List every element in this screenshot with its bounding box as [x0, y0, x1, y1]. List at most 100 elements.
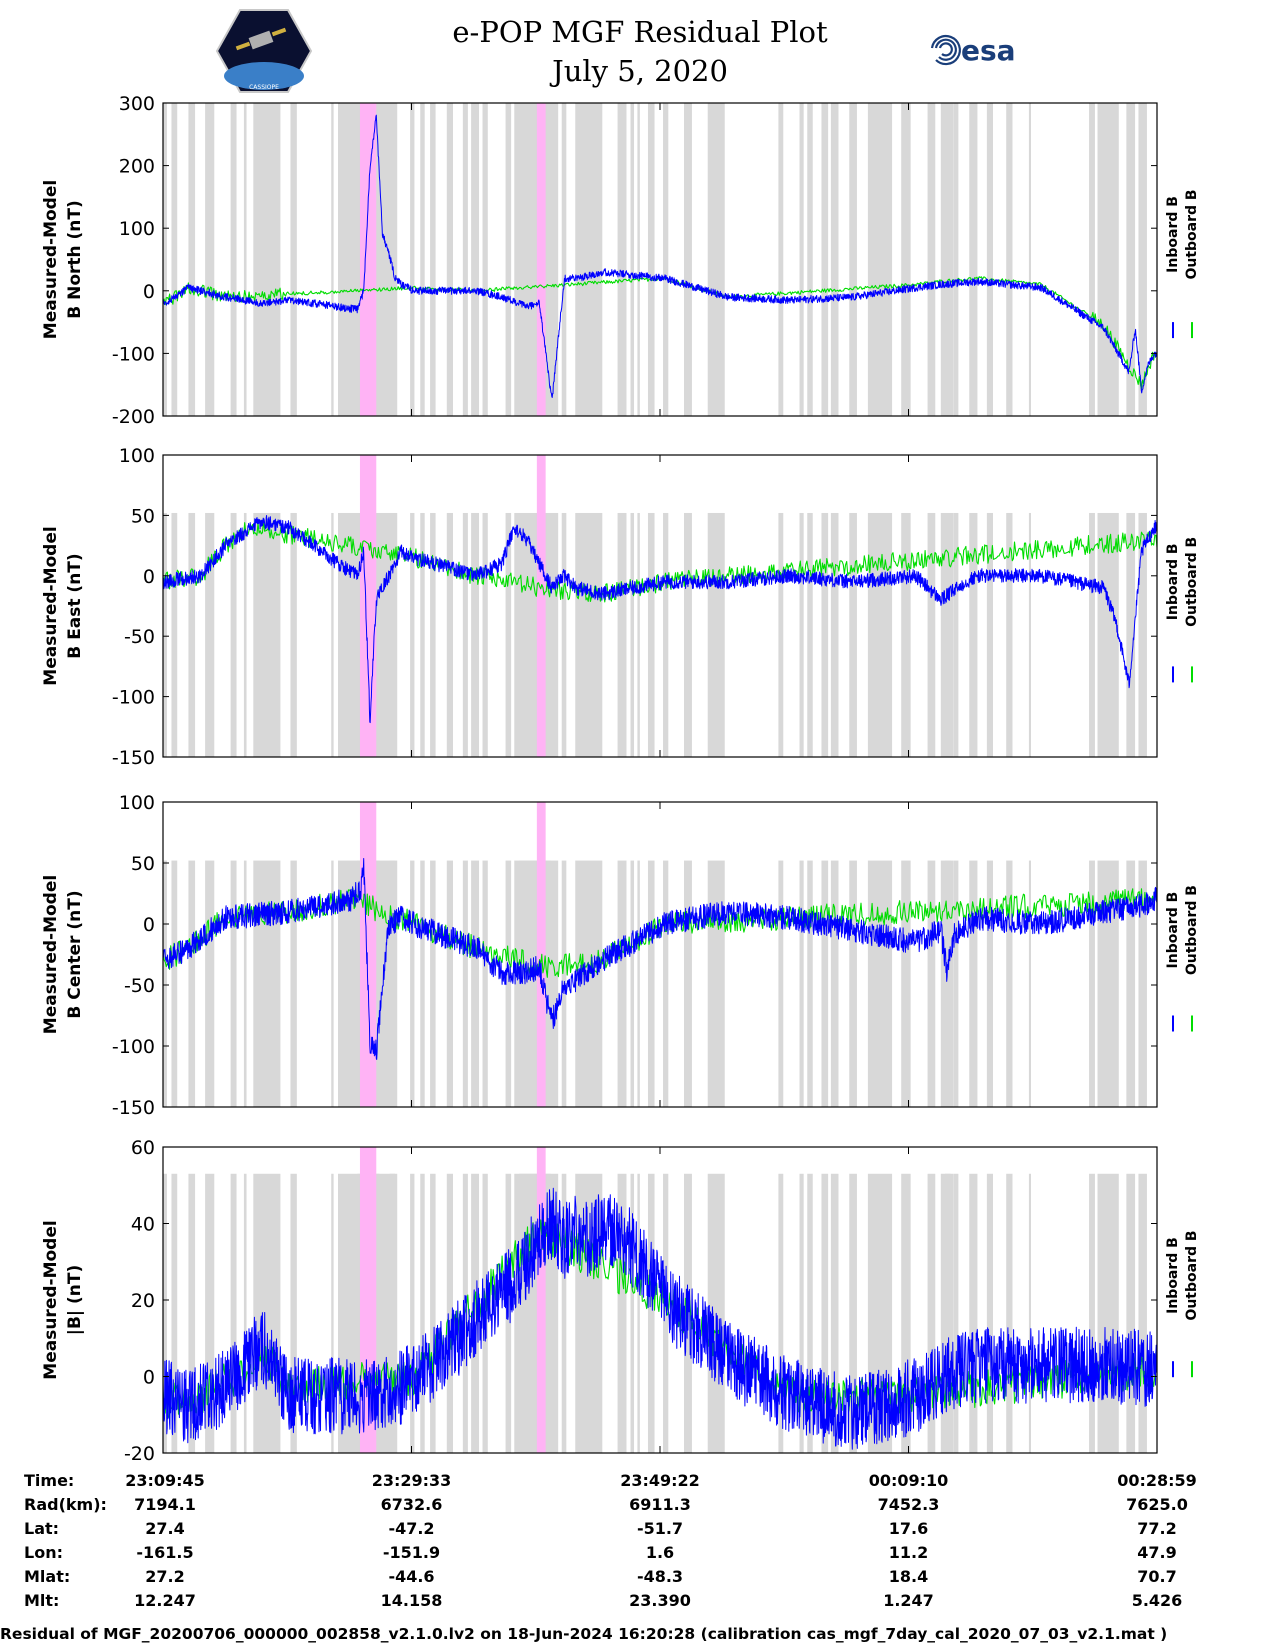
cell-mlat: 18.4 [888, 1567, 929, 1586]
y-tick-label: -50 [124, 626, 155, 648]
data-gap-band [927, 860, 936, 1107]
data-gap-band [420, 860, 425, 1107]
data-gap-band [575, 103, 603, 416]
data-gap-band [420, 103, 425, 416]
data-gap-band [575, 860, 603, 1107]
y-axis-label: B North (nT) [65, 200, 85, 319]
data-gap-band [807, 512, 813, 757]
data-gap-band [986, 103, 993, 416]
data-gap-band [901, 860, 911, 1107]
cell-lat: -51.7 [636, 1519, 684, 1538]
y-tick-label: 40 [131, 1214, 155, 1236]
cell-mlat: -44.6 [388, 1567, 435, 1586]
data-gap-band [1028, 512, 1031, 757]
data-gap-band [799, 512, 804, 757]
data-gap-band [707, 860, 725, 1107]
data-gap-band [1089, 860, 1095, 1107]
y-tick-label: 0 [143, 566, 155, 588]
data-gap-band [630, 103, 635, 416]
data-gap-band [1097, 1173, 1119, 1453]
data-gap-band [1126, 512, 1136, 757]
data-gap-band [253, 860, 281, 1107]
data-gap-band [707, 103, 725, 416]
data-gap-band [647, 512, 655, 757]
data-gap-band [1089, 103, 1095, 416]
data-gap-band [867, 860, 893, 1107]
data-gap-band [927, 103, 936, 416]
data-gap-band [867, 512, 893, 757]
data-gap-band [171, 860, 178, 1107]
y-tick-label: 50 [131, 853, 155, 875]
cell-lon: 11.2 [888, 1543, 929, 1562]
cassiope-logo: CASSIOPE [216, 9, 312, 93]
data-gap-band [205, 103, 215, 416]
data-gap-band [253, 103, 281, 416]
data-gap-band [243, 512, 247, 757]
data-gap-band [867, 103, 893, 416]
data-gap-band [230, 1173, 237, 1453]
data-gap-band [514, 103, 559, 416]
data-gap-band [505, 860, 512, 1107]
data-gap-band [1006, 860, 1013, 1107]
cell-mlt: 23.390 [629, 1591, 691, 1610]
data-gap-band [901, 103, 911, 416]
data-gap-band [617, 1173, 627, 1453]
y-tick-label: 300 [119, 93, 155, 115]
y-tick-label: 100 [119, 445, 155, 467]
legend-outboard-label: Outboard B [1184, 1230, 1200, 1320]
data-gap-band [969, 103, 978, 416]
data-gap-band [617, 103, 627, 416]
data-gap-band [778, 860, 784, 1107]
data-gap-band [927, 1173, 936, 1453]
data-gap-band [446, 1173, 453, 1453]
data-gap-band [230, 512, 237, 757]
panel-1: 300 200 100 0 -100 -200 Measured-Model B North … [41, 93, 1200, 428]
cell-lat: 27.4 [145, 1519, 185, 1538]
data-gap-band [1126, 103, 1136, 416]
data-gap-band [505, 103, 512, 416]
series-inboard-line [163, 858, 1157, 1060]
data-gap-band [807, 1173, 813, 1453]
legend-inboard-label: Inboard B [1165, 196, 1181, 273]
data-gap-band [290, 1173, 297, 1453]
data-gap-band [647, 103, 655, 416]
data-gap-band [430, 103, 436, 416]
data-gap-band [1138, 1173, 1147, 1453]
y-tick-label: -150 [112, 1097, 155, 1119]
esa-logo: esa [930, 34, 1016, 67]
y-tick-label: -20 [124, 1443, 155, 1465]
data-gap-band [617, 512, 627, 757]
event-band [359, 103, 377, 416]
panel-4: 60 40 20 0 -20 Measured-Model |B| (nT) Inboard … [41, 1137, 1200, 1465]
data-gap-band [849, 103, 857, 416]
data-gap-band [575, 512, 603, 757]
data-gap-band [1097, 512, 1119, 757]
y-tick-label: -100 [112, 343, 155, 365]
data-gap-band [940, 860, 954, 1107]
data-gap-band [243, 1173, 247, 1453]
panel-3: 100 50 0 -50 -100 -150 Measured-Model B Center … [41, 792, 1200, 1119]
data-gap-band [1006, 1173, 1013, 1453]
cell-time: 23:29:33 [371, 1471, 452, 1490]
data-gap-band [830, 512, 839, 757]
cell-mlt: 14.158 [380, 1591, 443, 1610]
data-gap-band [707, 512, 725, 757]
data-gap-band [1097, 103, 1119, 416]
data-gap-band [940, 103, 954, 416]
svg-text:esa: esa [961, 34, 1016, 67]
cell-mlat: -48.3 [636, 1567, 684, 1586]
y-tick-label: 50 [131, 505, 155, 527]
data-gap-band [1028, 860, 1031, 1107]
cell-lat: -47.2 [388, 1519, 435, 1538]
series-inboard-line [163, 515, 1157, 724]
data-gap-band [830, 860, 839, 1107]
cell-time: 23:49:22 [620, 1471, 700, 1490]
data-gap-band [821, 1173, 829, 1453]
data-gap-band [1006, 103, 1013, 416]
data-gap-band [471, 860, 480, 1107]
cell-rad: 7194.1 [134, 1495, 196, 1514]
data-gap-band [637, 512, 640, 757]
footer-caption: Residual of MGF_20200706_000000_002858_v… [0, 1625, 1168, 1643]
data-gap-band [482, 860, 488, 1107]
data-gap-band [1028, 103, 1031, 416]
